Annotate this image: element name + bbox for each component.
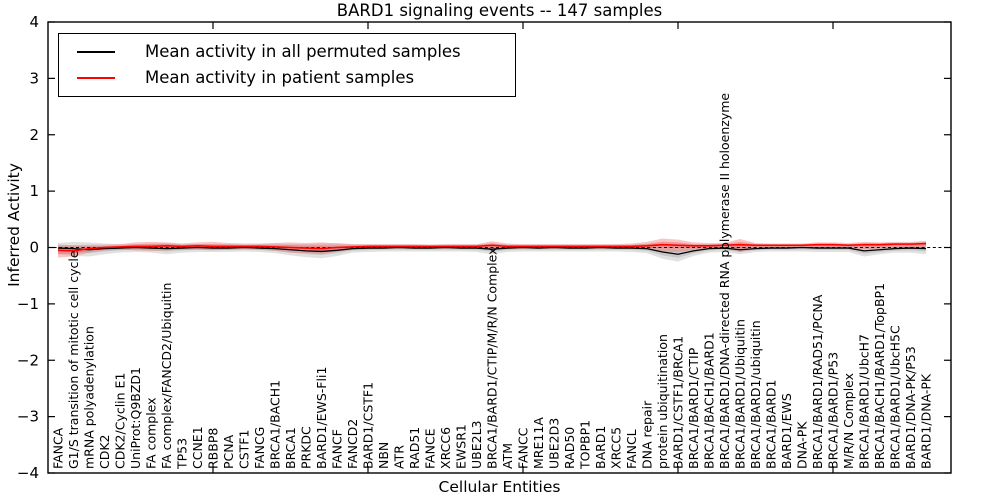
x-category-label: ATR <box>392 445 407 469</box>
series-line-0 <box>57 246 927 255</box>
x-category-label: NBN <box>376 442 391 469</box>
legend-label-patient: Mean activity in patient samples <box>145 67 415 87</box>
x-category-label: BRCA1/BARD1/Ubiquitin <box>733 319 748 469</box>
x-category-label: XRCC6 <box>438 427 453 469</box>
legend-line-black-icon <box>77 50 115 53</box>
x-category-label: DNA-PK <box>795 421 810 469</box>
legend-label-permuted: Mean activity in all permuted samples <box>145 41 461 61</box>
x-category-label: FANCF <box>330 429 345 469</box>
y-tick-label: −2 <box>17 351 39 369</box>
x-category-label: BRCA1/BARD1/P53 <box>826 352 841 469</box>
x-category-label: EWSR1 <box>454 424 469 469</box>
y-tick-label: 1 <box>29 182 39 200</box>
x-category-label: BRCA1/BACH1/BARD1/TopBP1 <box>872 283 887 469</box>
legend-line-red-icon <box>77 77 115 80</box>
x-category-label: BARD1/DNA-PK/P53 <box>903 346 918 469</box>
band-inner-series-1 <box>58 241 926 254</box>
x-category-label: PRKDC <box>299 426 314 469</box>
x-category-label: FANCA <box>51 427 66 469</box>
chart-title: BARD1 signaling events -- 147 samples <box>336 1 663 20</box>
x-category-label: RAD50 <box>562 427 577 469</box>
x-category-label: BARD1 <box>593 426 608 469</box>
x-category-label: CCNE1 <box>190 426 205 469</box>
x-category-label: BRCA1/BARD1/CTIP/M/R/N Complex <box>485 247 500 469</box>
x-category-label: BRCA1/BACH1 <box>268 380 283 469</box>
y-tick-label: 3 <box>29 69 39 87</box>
x-category-label: BRCA1/BARD1/ubiquitin <box>748 320 763 469</box>
series-line-1 <box>57 242 927 252</box>
x-category-label: BRCA1/BARD1/DNA-directed RNA polymerase … <box>717 93 732 469</box>
y-tick-label: −3 <box>17 408 39 426</box>
legend: Mean activity in all permuted samples Me… <box>58 33 516 97</box>
x-category-label: ATM <box>500 443 515 469</box>
x-category-label: UBE2L3 <box>469 421 484 470</box>
y-tick-label: −4 <box>17 464 39 482</box>
x-category-label: CSTF1 <box>237 430 252 469</box>
legend-item-permuted: Mean activity in all permuted samples <box>59 41 515 61</box>
legend-item-patient: Mean activity in patient samples <box>59 67 515 87</box>
x-axis-label: Cellular Entities <box>438 478 561 496</box>
x-category-label: G1/S transition of mitotic cell cycle <box>66 250 81 469</box>
x-category-label: TP53 <box>175 438 190 470</box>
x-category-label: BARD1/EWS <box>779 393 794 469</box>
x-category-label: BARD1/CSTF1 <box>361 382 376 469</box>
y-tick-label: −1 <box>17 295 39 313</box>
x-category-label: MRE11A <box>531 417 546 469</box>
x-category-label: XRCC5 <box>609 427 624 469</box>
x-category-label: M/R/N Complex <box>841 373 856 469</box>
x-category-label: BRCA1/BARD1/CTIP <box>686 347 701 469</box>
x-category-label: FANCE <box>423 428 438 469</box>
y-tick-label: 0 <box>29 239 39 257</box>
x-category-label: FA complex/FANCD2/Ubiquitin <box>159 283 174 469</box>
x-category-label: BRCA1 <box>283 427 298 469</box>
x-category-label: FA complex <box>144 397 159 469</box>
x-category-label: mRNA polyadenylation <box>82 326 97 469</box>
x-category-label: BRCA1/BARD1/UbcH7 <box>857 334 872 469</box>
x-category-label: BARD1/DNA-PK <box>919 373 934 469</box>
x-category-label: PCNA <box>221 434 236 469</box>
x-category-label: RBBP8 <box>206 428 221 469</box>
x-category-label: TOPBP1 <box>578 420 593 470</box>
x-category-label: FANCD2 <box>345 419 360 469</box>
x-category-label: BRCA1/BARD1/UbcH5C <box>888 325 903 469</box>
x-category-label: FANCC <box>516 427 531 469</box>
x-category-label: FANCL <box>624 429 639 469</box>
x-category-label: BRCA1/BARD1/RAD51/PCNA <box>810 294 825 469</box>
band-outer-series-1 <box>58 238 926 258</box>
x-category-label: BARD1/CSTF1/BRCA1 <box>671 336 686 469</box>
x-category-label: CDK2 <box>97 434 112 469</box>
y-axis-label: Inferred Activity <box>5 163 23 287</box>
x-category-label: DNA repair <box>640 400 655 469</box>
x-category-label: UBE2D3 <box>547 418 562 469</box>
y-tick-label: 2 <box>29 126 39 144</box>
x-category-label: BARD1/EWS-Fli1 <box>314 367 329 469</box>
x-category-label: BRCA1/BARD1 <box>764 380 779 469</box>
x-category-label: BRCA1/BACH1/BARD1 <box>702 332 717 469</box>
x-category-label: CDK2/Cyclin E1 <box>113 373 128 469</box>
x-category-label: RAD51 <box>407 427 422 469</box>
x-category-label: protein ubiquitination <box>655 334 670 469</box>
x-category-label: UniProt:Q9BZD1 <box>128 367 143 469</box>
x-category-label: FANCG <box>252 427 267 469</box>
y-tick-label: 4 <box>29 13 39 31</box>
